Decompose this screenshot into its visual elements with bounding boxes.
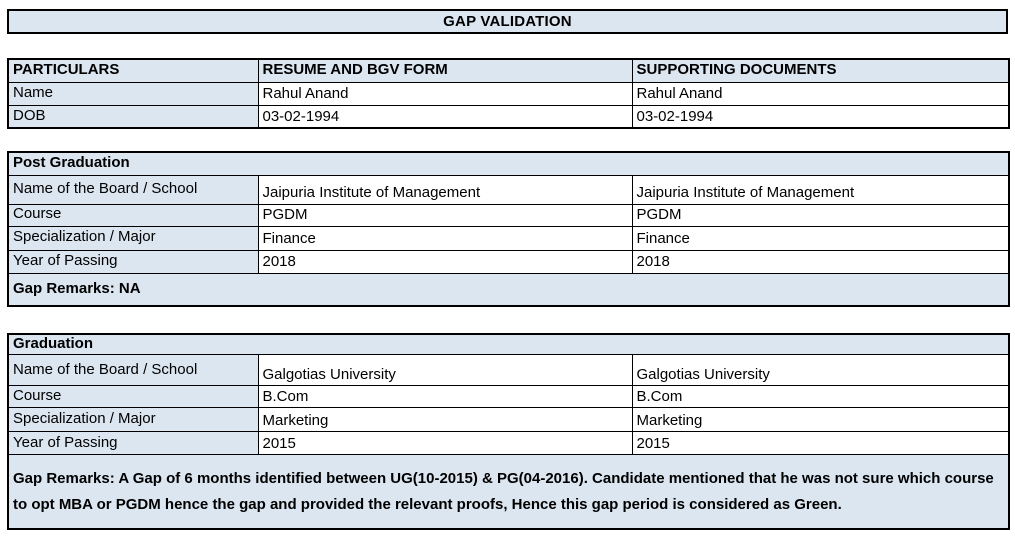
row-dob: DOB 03-02-1994 03-02-1994: [7, 104, 1010, 129]
value-cell-resume: Rahul Anand: [257, 81, 633, 106]
value-cell-supporting: PGDM: [631, 203, 1010, 227]
row-course: Course B.Com B.Com: [7, 385, 1010, 409]
column-header-resume-bgv: RESUME AND BGV FORM: [257, 58, 633, 83]
value-cell-resume: Galgotias University: [257, 354, 633, 387]
value-cell-supporting: Marketing: [631, 407, 1010, 433]
row-gap-remarks: Gap Remarks: NA: [7, 272, 1010, 307]
post-graduation-heading-row: Post Graduation: [7, 151, 1010, 176]
value-cell-resume: 2015: [257, 431, 633, 456]
label-cell: Course: [7, 385, 259, 409]
label-cell: Year of Passing: [7, 431, 259, 456]
row-board-school: Name of the Board / School Galgotias Uni…: [7, 354, 1010, 387]
graduation-heading-row: Graduation: [7, 333, 1010, 356]
row-specialization: Specialization / Major Finance Finance: [7, 225, 1010, 251]
graduation-table: Graduation Name of the Board / School Ga…: [7, 333, 1010, 530]
value-cell-supporting: Finance: [631, 225, 1010, 251]
row-board-school: Name of the Board / School Jaipuria Inst…: [7, 174, 1010, 205]
value-cell-supporting: Jaipuria Institute of Management: [631, 174, 1010, 205]
label-cell: Specialization / Major: [7, 407, 259, 433]
label-cell: Specialization / Major: [7, 225, 259, 251]
post-graduation-table: Post Graduation Name of the Board / Scho…: [7, 151, 1011, 307]
row-gap-remarks: Gap Remarks: A Gap of 6 months identifie…: [7, 454, 1010, 530]
label-cell: Course: [7, 203, 259, 227]
value-cell-resume: Marketing: [257, 407, 633, 433]
gap-validation-sheet: GAP VALIDATION PARTICULARS RESUME AND BG…: [7, 9, 1011, 530]
identity-header-row: PARTICULARS RESUME AND BGV FORM SUPPORTI…: [7, 58, 1010, 83]
value-cell-supporting: B.Com: [631, 385, 1010, 409]
label-cell: Name of the Board / School: [7, 354, 259, 387]
value-cell-supporting: 2015: [631, 431, 1010, 456]
section-heading: Post Graduation: [7, 151, 1010, 176]
value-cell-resume: B.Com: [257, 385, 633, 409]
row-name: Name Rahul Anand Rahul Anand: [7, 81, 1010, 106]
value-cell-supporting: 2018: [631, 249, 1010, 274]
label-cell: Name: [7, 81, 259, 106]
gap-remarks-cell: Gap Remarks: A Gap of 6 months identifie…: [7, 454, 1010, 530]
value-cell-resume: 03-02-1994: [257, 104, 633, 129]
column-header-particulars: PARTICULARS: [7, 58, 259, 83]
value-cell-resume: Finance: [257, 225, 633, 251]
page-title-text: GAP VALIDATION: [443, 13, 572, 30]
value-cell-resume: 2018: [257, 249, 633, 274]
label-cell: DOB: [7, 104, 259, 129]
row-year-of-passing: Year of Passing 2018 2018: [7, 249, 1010, 274]
row-course: Course PGDM PGDM: [7, 203, 1010, 227]
value-cell-supporting: Galgotias University: [631, 354, 1010, 387]
row-specialization: Specialization / Major Marketing Marketi…: [7, 407, 1010, 433]
row-year-of-passing: Year of Passing 2015 2015: [7, 431, 1010, 456]
value-cell-supporting: Rahul Anand: [631, 81, 1010, 106]
column-header-supporting-docs: SUPPORTING DOCUMENTS: [631, 58, 1010, 83]
value-cell-resume: PGDM: [257, 203, 633, 227]
identity-table: PARTICULARS RESUME AND BGV FORM SUPPORTI…: [7, 58, 1010, 129]
page-title: GAP VALIDATION: [7, 9, 1008, 34]
label-cell: Name of the Board / School: [7, 174, 259, 205]
section-heading: Graduation: [7, 333, 1010, 356]
value-cell-supporting: 03-02-1994: [631, 104, 1010, 129]
value-cell-resume: Jaipuria Institute of Management: [257, 174, 633, 205]
gap-remarks-cell: Gap Remarks: NA: [7, 272, 1010, 307]
label-cell: Year of Passing: [7, 249, 259, 274]
